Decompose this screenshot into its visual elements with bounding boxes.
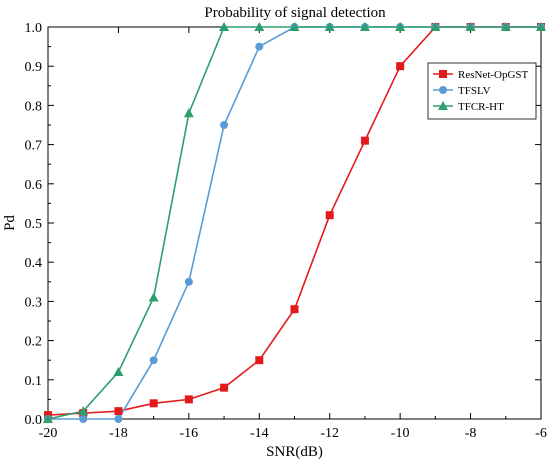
- x-tick-label: -20: [39, 426, 58, 441]
- x-tick-label: -14: [250, 426, 269, 441]
- data-point: [324, 22, 335, 31]
- data-point: [255, 42, 264, 51]
- legend-label: TFCR-HT: [458, 101, 504, 113]
- data-point: [220, 383, 229, 392]
- y-tick-label: 0.8: [25, 99, 43, 114]
- x-tick-label: -18: [109, 426, 128, 441]
- legend-label: TFSLV: [458, 85, 491, 97]
- data-point: [325, 211, 334, 220]
- data-point: [78, 406, 89, 416]
- ticks: -20 -18 -16 -14 -12 -10 -8 -6 0.0 0.1 0.2 0.3 0.4 0.5…: [25, 21, 547, 441]
- legend-marker: [439, 86, 447, 94]
- data-point: [114, 407, 123, 416]
- y-tick-label: 0.3: [25, 295, 43, 310]
- y-tick-label: 0.0: [25, 413, 43, 428]
- x-tick-label: -16: [180, 426, 199, 441]
- data-point: [536, 22, 546, 31]
- chart-title: Probability of signal detection: [204, 5, 386, 21]
- y-tick-label: 0.2: [25, 335, 43, 350]
- data-point: [219, 22, 230, 31]
- x-tick-label: -10: [391, 426, 410, 441]
- data-point: [254, 22, 265, 31]
- data-point: [148, 292, 159, 302]
- series-markers: [43, 22, 546, 423]
- legend-marker: [438, 101, 448, 110]
- x-axis-label: SNR(dB): [266, 444, 323, 460]
- data-point: [359, 22, 370, 31]
- data-point: [113, 366, 124, 376]
- y-tick-label: 0.4: [25, 256, 43, 271]
- data-point: [114, 415, 123, 423]
- y-tick-label: 0.7: [25, 139, 43, 154]
- data-point: [360, 136, 369, 145]
- legend-label: ResNet-OpGST: [458, 69, 529, 81]
- data-point: [395, 22, 406, 31]
- data-point: [465, 22, 476, 31]
- data-point: [430, 22, 441, 31]
- x-tick-label: -12: [320, 426, 339, 441]
- data-point: [396, 62, 405, 71]
- y-tick-label: 1.0: [25, 21, 43, 36]
- legend: ResNet-OpGST TFSLV TFCR-HT: [427, 62, 537, 120]
- y-tick-label: 0.9: [25, 60, 43, 75]
- y-tick-label: 0.5: [25, 217, 43, 232]
- legend-marker: [439, 70, 447, 78]
- y-tick-label: 0.1: [25, 374, 43, 389]
- data-point: [255, 356, 264, 365]
- y-tick-label: 0.6: [25, 178, 43, 193]
- data-point: [500, 22, 511, 31]
- data-point: [79, 415, 88, 423]
- data-point: [184, 277, 193, 286]
- data-point: [290, 305, 299, 314]
- data-point: [149, 399, 158, 408]
- data-point: [149, 356, 158, 365]
- data-point: [184, 395, 193, 404]
- x-tick-label: -6: [535, 426, 547, 441]
- data-point: [289, 22, 300, 31]
- x-tick-label: -8: [465, 426, 477, 441]
- data-point: [43, 414, 53, 423]
- data-point: [183, 108, 194, 118]
- y-axis-label: Pd: [2, 215, 18, 231]
- data-point: [220, 121, 229, 129]
